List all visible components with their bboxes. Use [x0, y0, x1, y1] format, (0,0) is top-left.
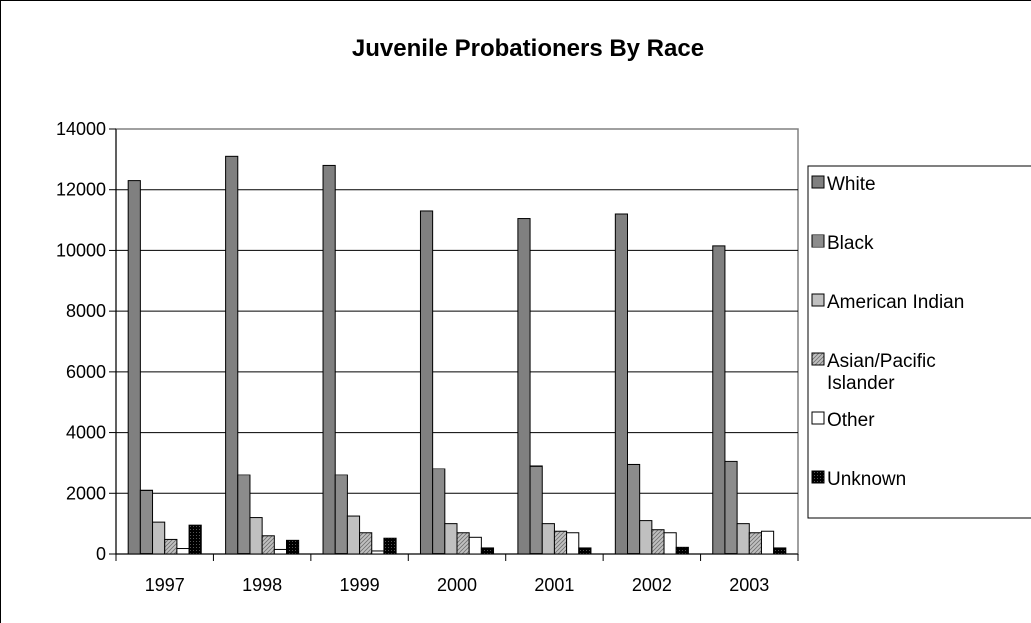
- bar-american-indian-2000: [444, 523, 458, 555]
- bar-american-indian-2003: [736, 523, 750, 555]
- bar-american-indian-1998: [249, 517, 263, 555]
- legend-swatch-white: [811, 175, 825, 189]
- legend-swatch-other: [811, 411, 825, 425]
- bar-white-2002: [614, 213, 628, 555]
- bar-asian-pacific-islander-2001: [553, 530, 568, 555]
- bar-black-1999: [334, 474, 348, 555]
- bar-unknown-1999: [383, 537, 397, 555]
- bar-white-1998: [225, 155, 239, 555]
- bar-other-2002: [663, 532, 677, 555]
- legend-swatch-american-indian: [811, 293, 825, 307]
- y-tick-label: 0: [96, 544, 106, 564]
- bar-other-2003: [760, 530, 775, 555]
- y-axis: 0 2000 4000 6000 8000 10000 12000 14000: [56, 119, 117, 564]
- bar-white-1999: [322, 164, 336, 555]
- chart-title: Juvenile Probationers By Race: [352, 35, 704, 62]
- bar-american-indian-2002: [639, 520, 653, 555]
- x-tick-label: 1998: [242, 575, 282, 595]
- bar-asian-pacific-islander-2000: [456, 532, 470, 555]
- x-tick-label: 2002: [632, 575, 672, 595]
- x-axis: 1997 1998 1999 2000 2001 2002 2003: [115, 553, 799, 595]
- bar-american-indian-2001: [541, 523, 555, 555]
- x-tick-label: 2003: [729, 575, 769, 595]
- bar-white-1997: [127, 180, 141, 555]
- x-tick-label: 1997: [145, 575, 185, 595]
- y-tick-label: 10000: [56, 240, 106, 260]
- legend-label-black: Black: [827, 233, 874, 254]
- bar-american-indian-1997: [152, 521, 166, 555]
- bar-asian-pacific-islander-1998: [261, 535, 275, 555]
- x-tick-label: 1999: [340, 575, 380, 595]
- legend-box: [807, 165, 1031, 519]
- bar-black-1998: [237, 474, 251, 555]
- bar-american-indian-1999: [346, 515, 361, 555]
- bar-asian-pacific-islander-2002: [651, 529, 665, 555]
- y-tick-label: 14000: [56, 119, 106, 139]
- bar-unknown-2003: [773, 547, 787, 555]
- y-tick-label: 4000: [66, 423, 106, 443]
- bar-unknown-1997: [188, 524, 202, 555]
- bar-asian-pacific-islander-2003: [748, 532, 762, 555]
- y-tick-label: 8000: [66, 301, 106, 321]
- bar-black-2003: [724, 460, 738, 555]
- x-tick-label: 2001: [534, 575, 574, 595]
- legend-label-unknown: Unknown: [827, 469, 906, 490]
- bar-white-2001: [517, 218, 531, 555]
- bar-unknown-2001: [578, 547, 592, 555]
- legend-label-other: Other: [827, 410, 875, 431]
- legend-swatch-asian-pacific-islander: [811, 352, 825, 366]
- legend: White Black American Indian Asian/Pacific Is…: [807, 165, 1031, 519]
- legend-swatch-black: [811, 234, 825, 248]
- legend-swatch-unknown: [811, 470, 825, 484]
- bar-black-2000: [432, 468, 446, 555]
- plot-area: [115, 128, 799, 555]
- bar-white-2000: [419, 210, 434, 555]
- bar-unknown-2002: [675, 546, 689, 555]
- bar-black-2001: [529, 465, 543, 555]
- bar-unknown-1998: [286, 539, 300, 555]
- bar-asian-pacific-islander-1997: [164, 538, 178, 555]
- bar-other-2000: [468, 536, 482, 555]
- y-tick-label: 2000: [66, 483, 106, 503]
- legend-label-asian-pacific-islander: Asian/Pacific Islander: [827, 351, 936, 394]
- y-tick-label: 6000: [66, 362, 106, 382]
- bar-other-1998: [273, 548, 288, 555]
- bar-black-1997: [139, 489, 154, 555]
- bar-unknown-2000: [480, 547, 495, 555]
- legend-label-white: White: [827, 174, 876, 195]
- x-tick-label: 2000: [437, 575, 477, 595]
- bar-white-2003: [712, 245, 726, 555]
- legend-items: White Black American Indian Asian/Pacific Is…: [811, 174, 964, 490]
- bar-other-2001: [566, 532, 580, 555]
- y-tick-label: 12000: [56, 180, 106, 200]
- legend-label-american-indian: American Indian: [827, 292, 964, 313]
- bar-other-1997: [176, 548, 190, 555]
- bar-black-2002: [627, 463, 641, 555]
- bar-asian-pacific-islander-1999: [359, 532, 373, 555]
